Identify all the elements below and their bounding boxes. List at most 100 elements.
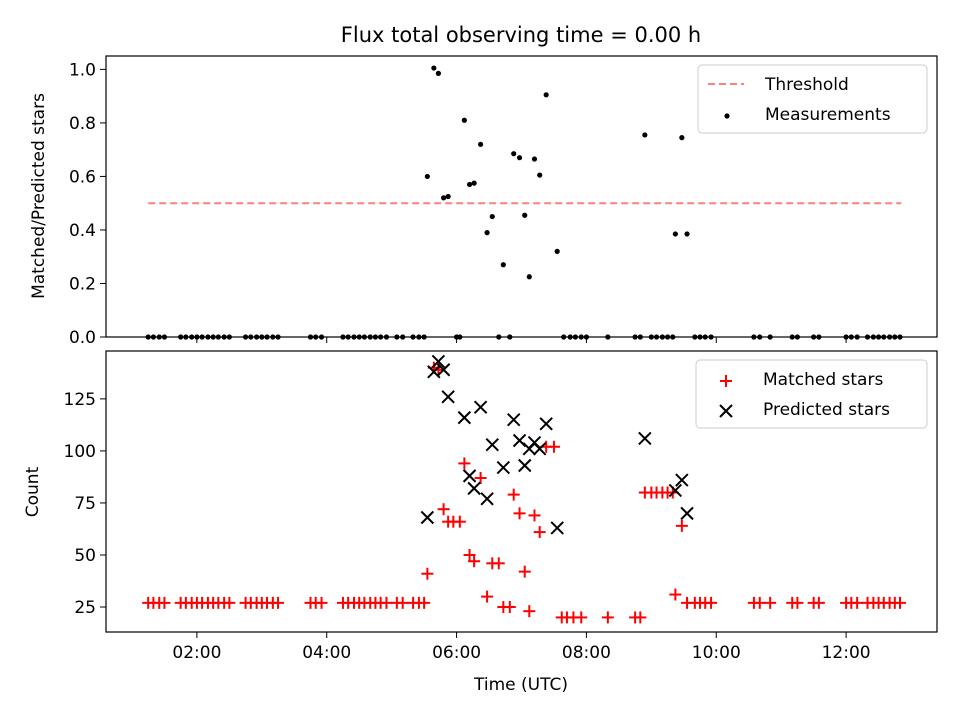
count-x-axis-label: Time (UTC) [473, 675, 568, 695]
matched-star-point [851, 596, 864, 609]
ratio-y-tick-label: 1.0 [69, 60, 96, 80]
measurement-point [522, 212, 528, 218]
matched-star-point [507, 488, 520, 501]
measurement-point [672, 231, 678, 237]
count-x-tick-label: 08:00 [562, 643, 611, 663]
count-frame [105, 350, 938, 633]
matched-star-point [893, 596, 906, 609]
measurement-point [484, 230, 490, 236]
measurement-point [537, 172, 543, 178]
matched-star-point [223, 596, 236, 609]
ratio-y-tick-label: 0.2 [69, 274, 96, 294]
predicted-star-point [550, 521, 564, 535]
predicted-star-point [431, 354, 446, 369]
matched-star-point [492, 557, 505, 570]
matched-star-point [396, 596, 409, 609]
measurement-point [516, 155, 523, 161]
matched-star-point [437, 503, 450, 516]
count-legend: Matched stars Predicted stars [695, 359, 928, 429]
matched-star-point [518, 565, 531, 578]
chart-title: Flux total observing time = 0.00 h [341, 23, 701, 47]
matched-star-point [418, 596, 431, 609]
matched-star-point [705, 596, 718, 609]
measurement-point [684, 231, 690, 237]
matched-star-point [468, 555, 481, 568]
measurement-point [543, 92, 549, 98]
count-panel: 25 50 75 100 125 02:00 04:00 06:00 08:00 10:00 12… [23, 350, 938, 695]
predicted-star-point [638, 431, 652, 446]
predicted-star-point [467, 481, 481, 496]
matched-legend-swatch [720, 375, 732, 387]
ratio-legend-box [697, 64, 928, 134]
matched-star-point [764, 596, 777, 609]
measurement-point [466, 181, 473, 188]
measurement-point [500, 262, 506, 268]
predicted-star-point [457, 410, 472, 425]
predicted-star-point [441, 390, 455, 404]
matched-star-point [474, 471, 487, 484]
predicted-star-point [668, 483, 683, 498]
predicted-legend-swatch [719, 404, 733, 418]
measurement-point [424, 173, 430, 180]
measurement-point [445, 193, 451, 200]
count-x-tick-label: 02:00 [172, 643, 221, 663]
measurement-point [435, 70, 441, 76]
matched-star-point [481, 590, 494, 603]
ratio-y-ticks: 0.0 0.2 0.4 0.6 0.8 1.0 [69, 60, 106, 348]
count-x-ticks: 02:00 04:00 06:00 08:00 10:00 12:00 [172, 632, 871, 663]
measurement-point [440, 195, 447, 201]
predicted-star-point [532, 442, 547, 456]
count-legend-box [695, 359, 928, 429]
measurement-point [489, 213, 495, 220]
matched-legend-label: Matched stars [763, 370, 883, 390]
measurement-point [471, 180, 477, 186]
matched-star-point [669, 588, 682, 601]
measurement-point [431, 65, 437, 71]
measurement-point [531, 156, 538, 162]
matched-star-point [421, 567, 434, 580]
measurement-point [679, 135, 685, 141]
measurement-point [477, 141, 484, 147]
ratio-x-ticks [196, 337, 847, 343]
predicted-star-point [680, 506, 694, 521]
ratio-y-tick-label: 0.8 [69, 114, 96, 134]
predicted-star-point [480, 492, 494, 506]
matched-star-point [575, 611, 588, 624]
matched-star-point [380, 596, 393, 609]
ratio-y-tick-label: 0.0 [69, 328, 96, 348]
predicted-star-point [473, 400, 488, 414]
count-y-ticks: 25 50 75 100 125 [64, 390, 106, 618]
predicted-legend-label: Predicted stars [763, 400, 890, 420]
matched-star-point [453, 515, 466, 528]
matched-star-point [528, 509, 541, 522]
measurement-point [511, 151, 517, 157]
predicted-star-point [485, 437, 499, 452]
matched-star-point [463, 548, 476, 561]
matched-star-point [503, 601, 516, 614]
count-y-tick-label: 50 [74, 546, 96, 566]
predicted-star-point [675, 473, 689, 487]
count-x-tick-label: 04:00 [302, 643, 351, 663]
matched-star-point [523, 605, 536, 618]
ratio-y-tick-label: 0.4 [69, 221, 96, 241]
threshold-legend-label: Threshold [764, 75, 849, 95]
count-x-tick-label: 12:00 [822, 643, 871, 663]
matched-star-point [634, 611, 647, 624]
matched-star-point [601, 611, 614, 624]
matched-star-point [533, 526, 546, 539]
predicted-star-point [507, 412, 521, 427]
matched-star-point [513, 507, 526, 520]
ratio-frame [105, 55, 938, 338]
matched-star-point [458, 457, 471, 470]
ratio-panel: 0.0 0.2 0.4 0.6 0.8 1.0 Matched/Predicted sta… [29, 55, 938, 348]
measurement-point [526, 274, 532, 280]
predicted-star-point [436, 363, 451, 377]
count-marks [142, 354, 906, 624]
matched-star-point [158, 596, 171, 609]
predicted-star-point [462, 469, 477, 483]
matched-star-point [812, 596, 825, 609]
measurement-point [554, 248, 560, 254]
count-x-tick-label: 06:00 [432, 643, 481, 663]
matched-star-point [753, 596, 766, 609]
